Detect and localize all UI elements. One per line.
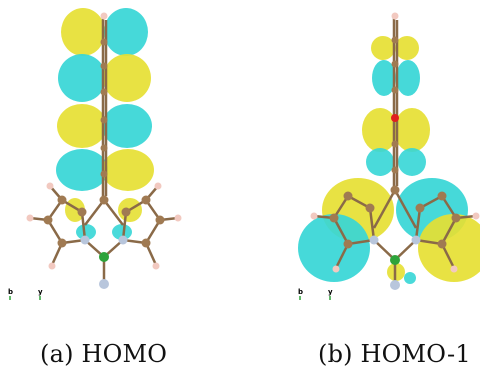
panel-homo: b a y z x [0, 0, 230, 300]
homo-orbital-render: b a y z x [8, 8, 182, 300]
homo-atoms [26, 12, 182, 289]
caption-homo: (a) HOMO [40, 340, 168, 368]
homo-1-axes-indicator: b a y z x [298, 288, 333, 300]
homo-axis-y: y [38, 288, 43, 296]
homo-1-orbital-render: b a y z x [298, 12, 480, 300]
homo-1-axis-y: y [328, 288, 333, 296]
caption-homo-1: (b) HOMO-1 [318, 340, 471, 368]
homo-1-axis-b: b [298, 288, 303, 296]
homo-axis-b: b [8, 288, 13, 296]
homo-1-atoms [310, 12, 480, 290]
panel-homo-1: b a y z x [240, 0, 480, 300]
homo-axes-indicator: b a y z x [8, 288, 43, 300]
homo-1-orbital-lobes [298, 36, 480, 284]
